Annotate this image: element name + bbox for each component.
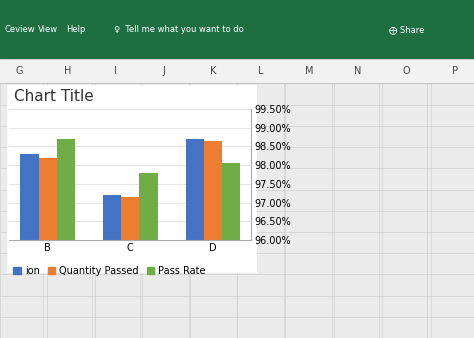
Bar (0, 59, 474, 83)
Text: Ceview: Ceview (5, 25, 36, 34)
Bar (204, 141, 222, 338)
Text: I: I (114, 66, 117, 76)
Bar (139, 172, 158, 338)
Text: O: O (403, 66, 410, 76)
Text: ⨁ Share: ⨁ Share (389, 25, 424, 34)
Bar (0, 0, 474, 59)
Text: Help: Help (66, 25, 86, 34)
Bar (20, 154, 39, 338)
Bar (121, 197, 139, 338)
Text: L: L (258, 66, 264, 76)
Text: N: N (355, 66, 362, 76)
Bar (57, 139, 75, 338)
Text: K: K (210, 66, 216, 76)
Bar (103, 195, 121, 338)
Text: Chart Title: Chart Title (14, 89, 94, 103)
Text: M: M (305, 66, 314, 76)
Text: J: J (163, 66, 166, 76)
Bar (39, 158, 57, 338)
Legend: ion, Quantity Passed, Pass Rate: ion, Quantity Passed, Pass Rate (9, 262, 210, 280)
Text: View: View (38, 25, 58, 34)
Bar (7, 85, 256, 272)
Text: P: P (452, 66, 458, 76)
Text: H: H (64, 66, 71, 76)
Bar (186, 139, 204, 338)
Text: ♀  Tell me what you want to do: ♀ Tell me what you want to do (114, 25, 244, 34)
Bar (222, 163, 240, 338)
Text: G: G (15, 66, 23, 76)
